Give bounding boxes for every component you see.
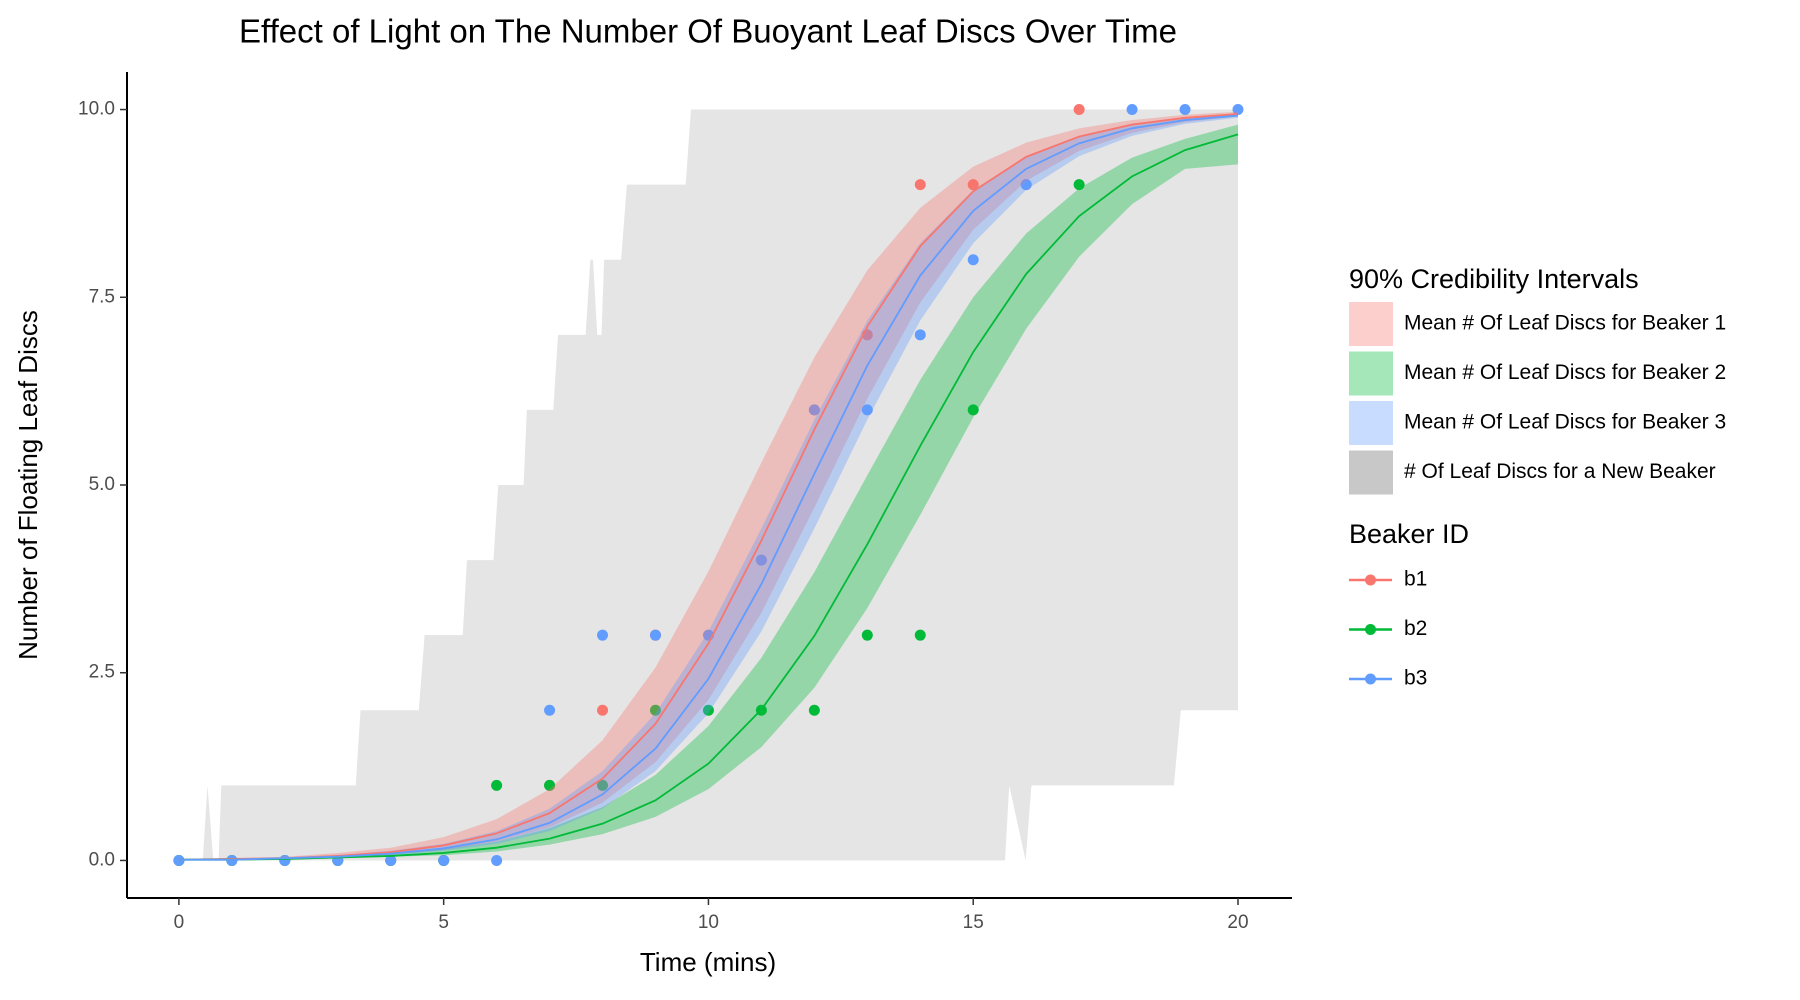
fit-line	[178, 114, 1239, 861]
legend-label: Mean # Of Leaf Discs for Beaker 1	[1404, 312, 1726, 335]
data-point	[861, 404, 873, 416]
data-point	[861, 629, 873, 641]
legend-title: 90% Credibility Intervals	[1349, 264, 1639, 294]
x-axis-title: Time (mins)	[640, 947, 776, 977]
x-tick-label: 10	[698, 912, 719, 933]
legend-marker	[1365, 624, 1376, 635]
legend-swatch	[1349, 302, 1393, 346]
data-point	[385, 854, 397, 866]
data-point	[649, 704, 661, 716]
data-point	[914, 179, 926, 191]
data-point	[1020, 179, 1032, 191]
data-point	[914, 329, 926, 341]
legend-swatch	[1349, 450, 1393, 495]
data-point	[1073, 179, 1085, 191]
credibility-band	[178, 124, 1238, 861]
data-point	[544, 779, 556, 791]
data-point	[491, 779, 503, 791]
data-point	[702, 704, 714, 716]
x-tick-label: 15	[963, 912, 984, 933]
data-point	[1126, 104, 1138, 116]
data-point	[597, 629, 609, 641]
legend-label: Mean # Of Leaf Discs for Beaker 2	[1404, 361, 1726, 384]
y-tick-label: 5.0	[89, 474, 115, 495]
legend-label: Mean # Of Leaf Discs for Beaker 3	[1404, 411, 1726, 434]
legend-swatch	[1349, 351, 1393, 396]
y-tick-label: 2.5	[89, 662, 115, 683]
data-point	[967, 404, 979, 416]
data-point	[967, 179, 979, 191]
data-point	[438, 854, 450, 866]
x-tick-label: 20	[1227, 912, 1248, 933]
y-tick-label: 10.0	[78, 99, 115, 120]
data-point	[1179, 104, 1191, 116]
legend-marker	[1365, 673, 1376, 685]
legend-label: b1	[1404, 568, 1427, 591]
data-point	[1232, 104, 1244, 116]
data-point	[967, 254, 979, 266]
data-point	[597, 704, 609, 716]
credibility-band	[178, 113, 1238, 861]
legend-label: # Of Leaf Discs for a New Beaker	[1404, 460, 1716, 483]
data-point	[597, 779, 609, 791]
legend-title: Beaker ID	[1349, 519, 1469, 549]
data-point	[755, 554, 767, 566]
prediction-band	[178, 109, 1238, 861]
fit-line	[178, 133, 1239, 861]
y-axis-title: Number of Floating Leaf Discs	[13, 310, 43, 660]
legend-label: b3	[1404, 667, 1427, 690]
data-point	[1073, 104, 1085, 116]
x-tick-label: 5	[438, 912, 449, 933]
y-tick-label: 7.5	[89, 286, 115, 307]
legend-label: b2	[1404, 617, 1427, 640]
data-point	[491, 854, 503, 866]
legend-swatch	[1349, 401, 1393, 445]
fit-line	[178, 113, 1239, 861]
data-point	[808, 704, 820, 716]
data-point	[544, 704, 556, 716]
data-point	[914, 629, 926, 641]
y-tick-label: 0.0	[89, 849, 115, 870]
data-point	[649, 629, 661, 641]
legend-marker	[1365, 574, 1376, 586]
data-point	[808, 404, 820, 416]
x-tick-label: 0	[174, 912, 185, 933]
chart-title: Effect of Light on The Number Of Buoyant…	[239, 13, 1177, 50]
